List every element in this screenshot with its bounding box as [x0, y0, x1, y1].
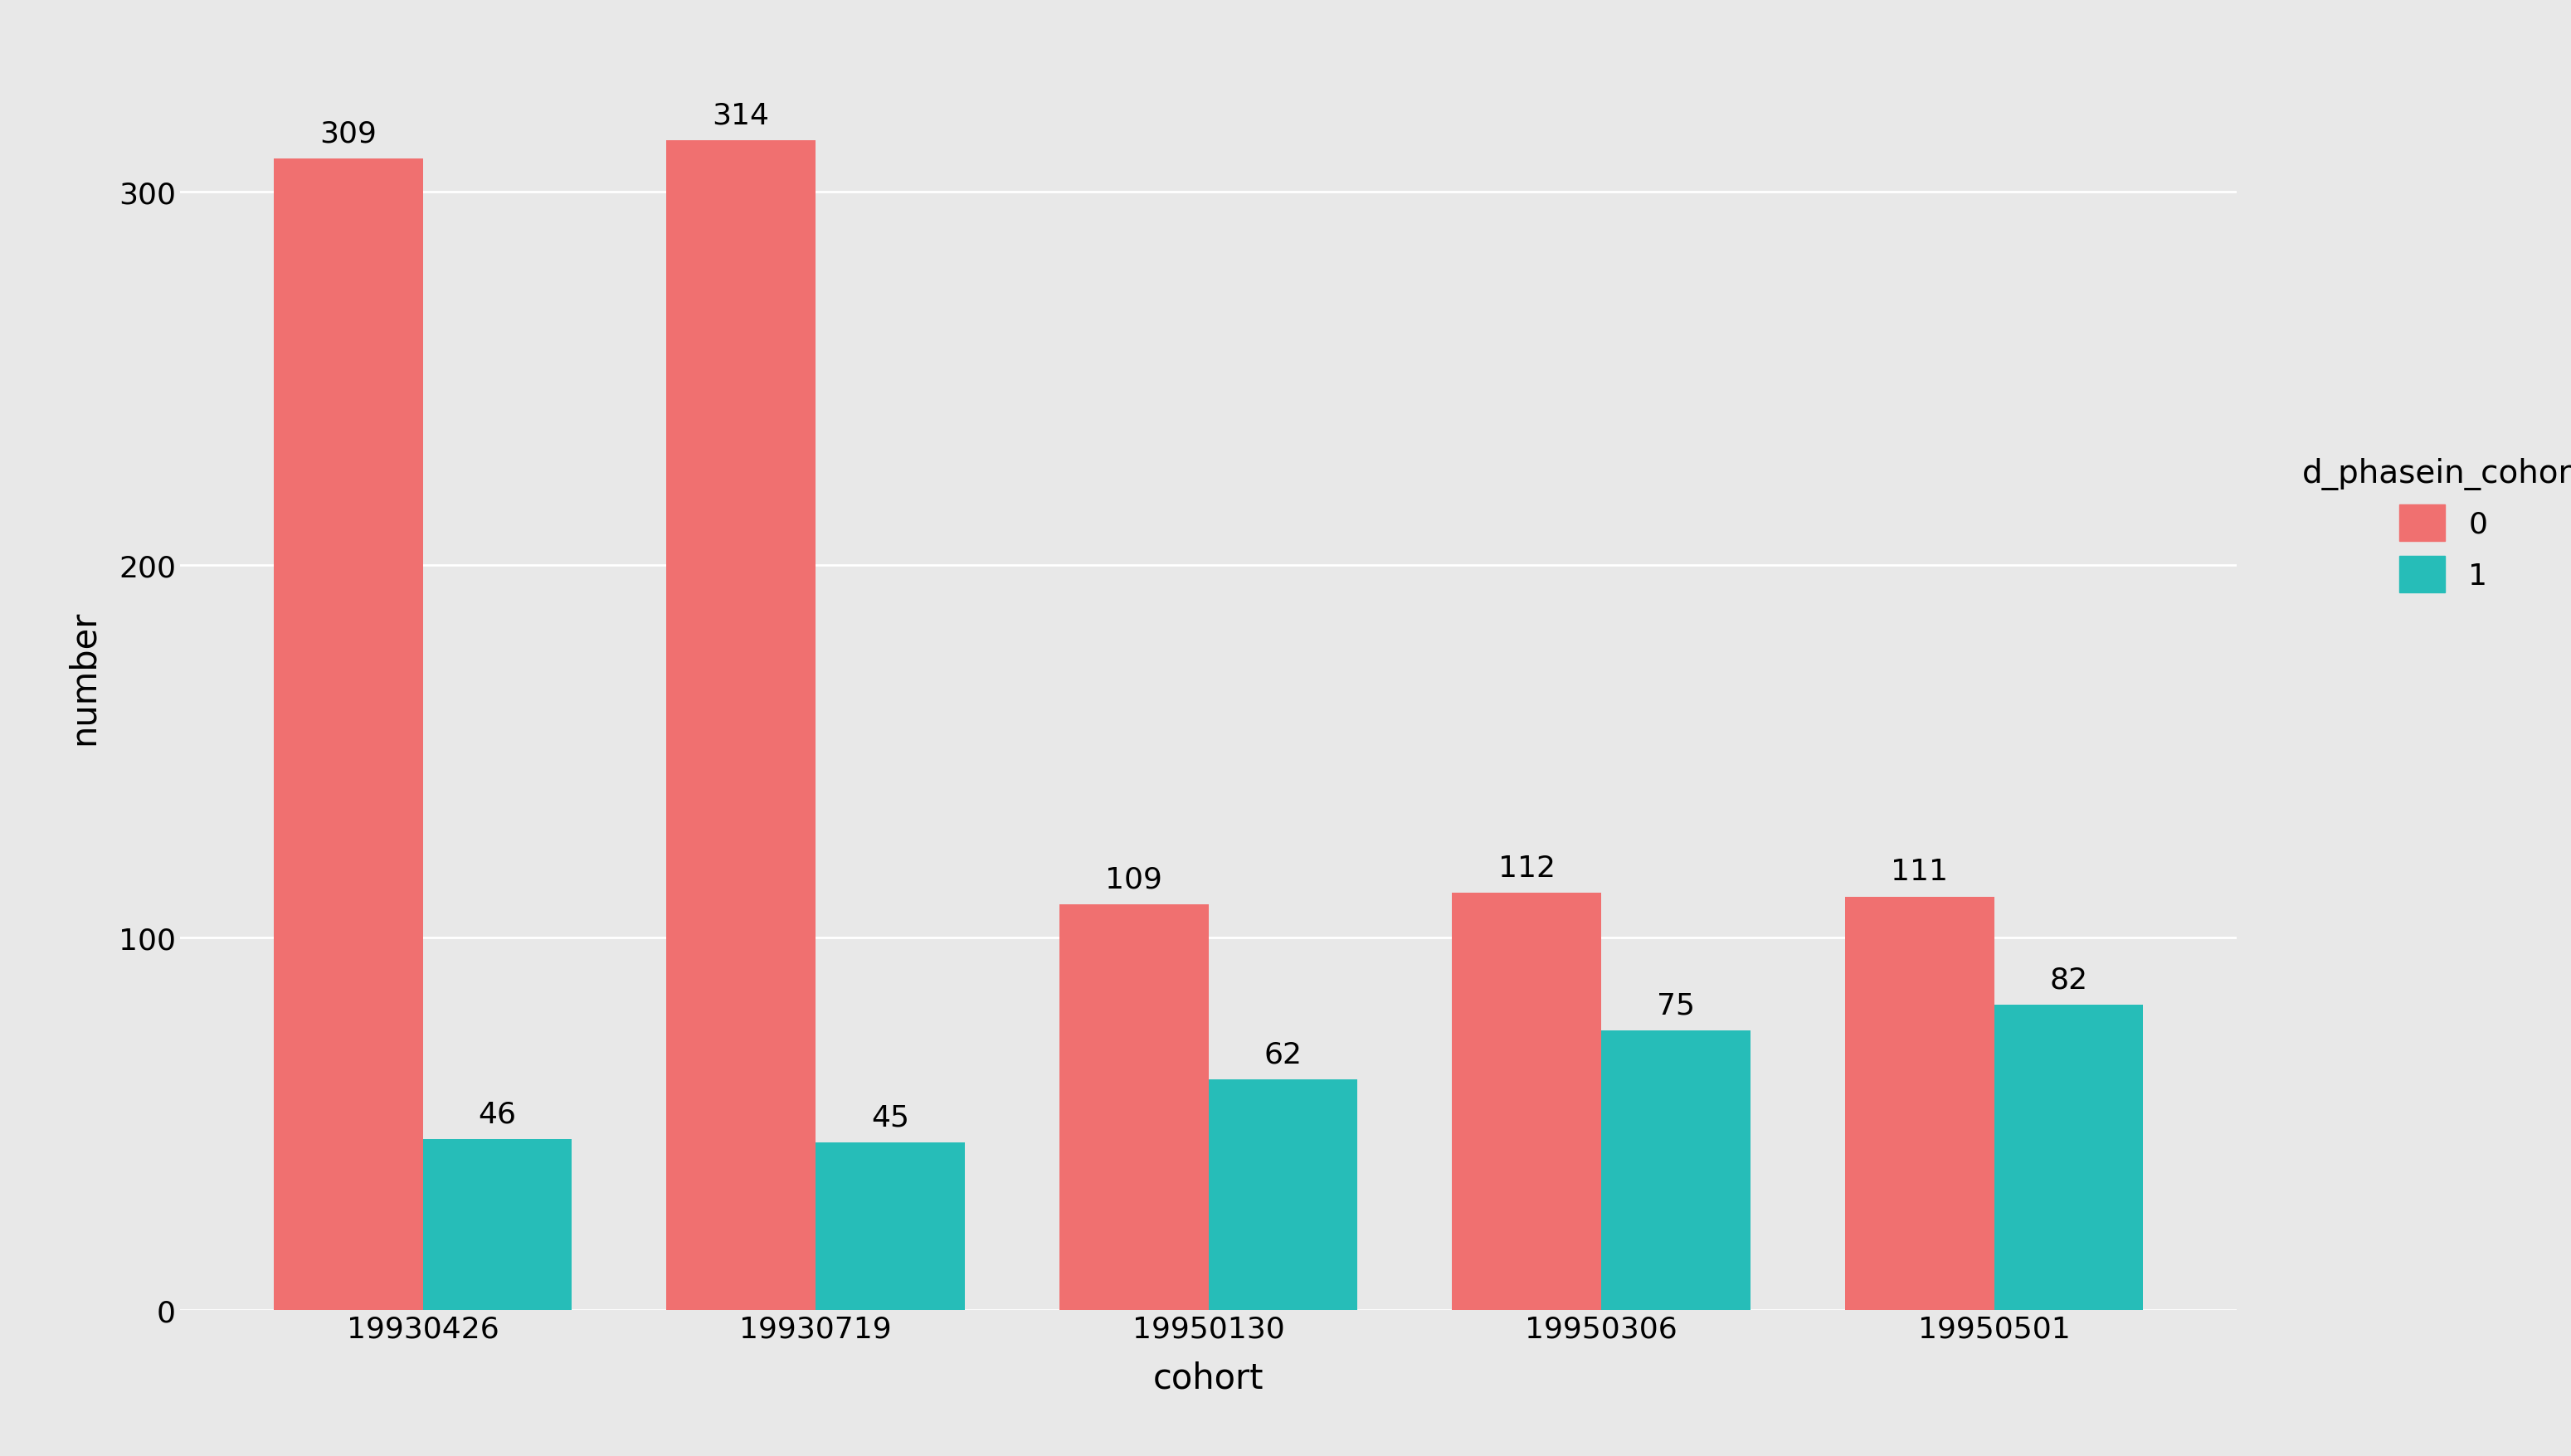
Text: 75: 75 — [1656, 992, 1694, 1019]
Text: 46: 46 — [478, 1099, 517, 1128]
Text: 82: 82 — [2049, 965, 2088, 994]
Y-axis label: number: number — [67, 610, 100, 744]
Text: 314: 314 — [712, 100, 769, 130]
Bar — [273, 159, 422, 1310]
Bar — [422, 1139, 571, 1310]
X-axis label: cohort: cohort — [1152, 1360, 1265, 1395]
Bar — [1995, 1005, 2144, 1310]
Bar — [1208, 1079, 1357, 1310]
Bar — [1602, 1031, 1751, 1310]
Bar — [1846, 897, 1995, 1310]
Text: 45: 45 — [872, 1104, 910, 1131]
Text: 111: 111 — [1890, 858, 1949, 885]
Bar — [815, 1143, 964, 1310]
Text: 112: 112 — [1499, 853, 1555, 882]
Text: 109: 109 — [1106, 865, 1162, 893]
Bar — [666, 141, 815, 1310]
Text: 62: 62 — [1265, 1040, 1301, 1069]
Text: 309: 309 — [319, 119, 378, 149]
Legend: 0, 1: 0, 1 — [2273, 428, 2571, 623]
Bar — [1059, 904, 1208, 1310]
Bar — [1453, 893, 1602, 1310]
